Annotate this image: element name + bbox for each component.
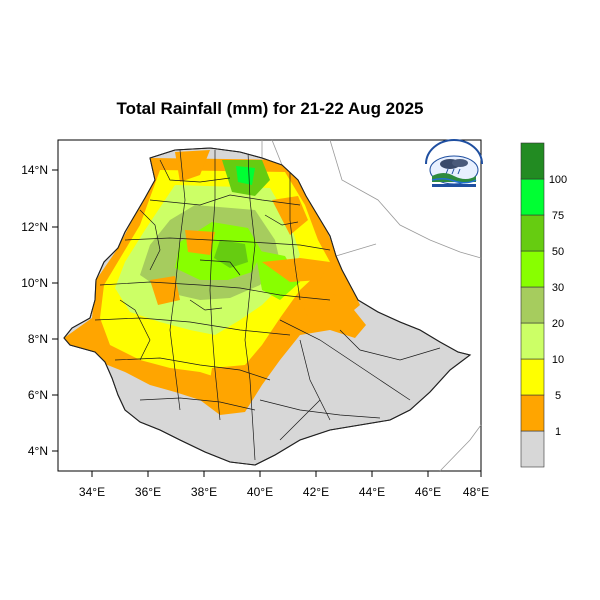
legend-label: 100 [549,174,567,186]
x-tick-label: 42°E [303,485,329,499]
legend-label: 10 [552,354,564,366]
admin-boundaries [94,149,441,461]
legend-swatch [520,214,545,252]
x-tick-label: 38°E [191,485,217,499]
meteorology-agency-logo [425,139,483,187]
legend-swatch [520,250,545,288]
legend-colorbar: 1 5 10 20 30 50 75 100 [520,142,567,468]
x-tick-label: 48°E [463,485,489,499]
x-axis [91,471,482,477]
map-title: Total Rainfall (mm) for 21-22 Aug 2025 [116,99,423,118]
legend-label: 5 [555,390,561,402]
legend-swatch [520,430,545,468]
y-tick-label: 12°N [21,220,48,234]
legend-swatch [520,178,545,216]
x-tick-label: 34°E [79,485,105,499]
y-tick-label: 8°N [28,332,48,346]
y-axis [52,169,58,452]
country-outline [63,147,472,466]
y-tick-label: 14°N [21,163,48,177]
y-tick-labels: 14°N 12°N 10°N 8°N 6°N 4°N [21,163,48,458]
y-tick-label: 4°N [28,444,48,458]
legend-swatch [520,142,545,180]
y-tick-label: 10°N [21,276,48,290]
x-tick-label: 40°E [247,485,273,499]
legend-label: 50 [552,246,564,258]
legend-swatch [520,286,545,324]
legend-label: 30 [552,282,564,294]
legend-swatch [520,322,545,360]
legend-label: 20 [552,318,564,330]
legend-swatch [520,394,545,432]
x-tick-label: 44°E [359,485,385,499]
x-tick-labels: 34°E 36°E 38°E 40°E 42°E 44°E 46°E 48°E [79,485,489,499]
legend-label: 75 [552,210,564,222]
neighbor-boundaries [261,139,482,472]
x-tick-label: 46°E [415,485,441,499]
y-tick-label: 6°N [28,388,48,402]
legend-label: 1 [555,426,561,438]
legend-swatch [520,358,545,396]
rainfall-shading [64,150,366,415]
x-tick-label: 36°E [135,485,161,499]
